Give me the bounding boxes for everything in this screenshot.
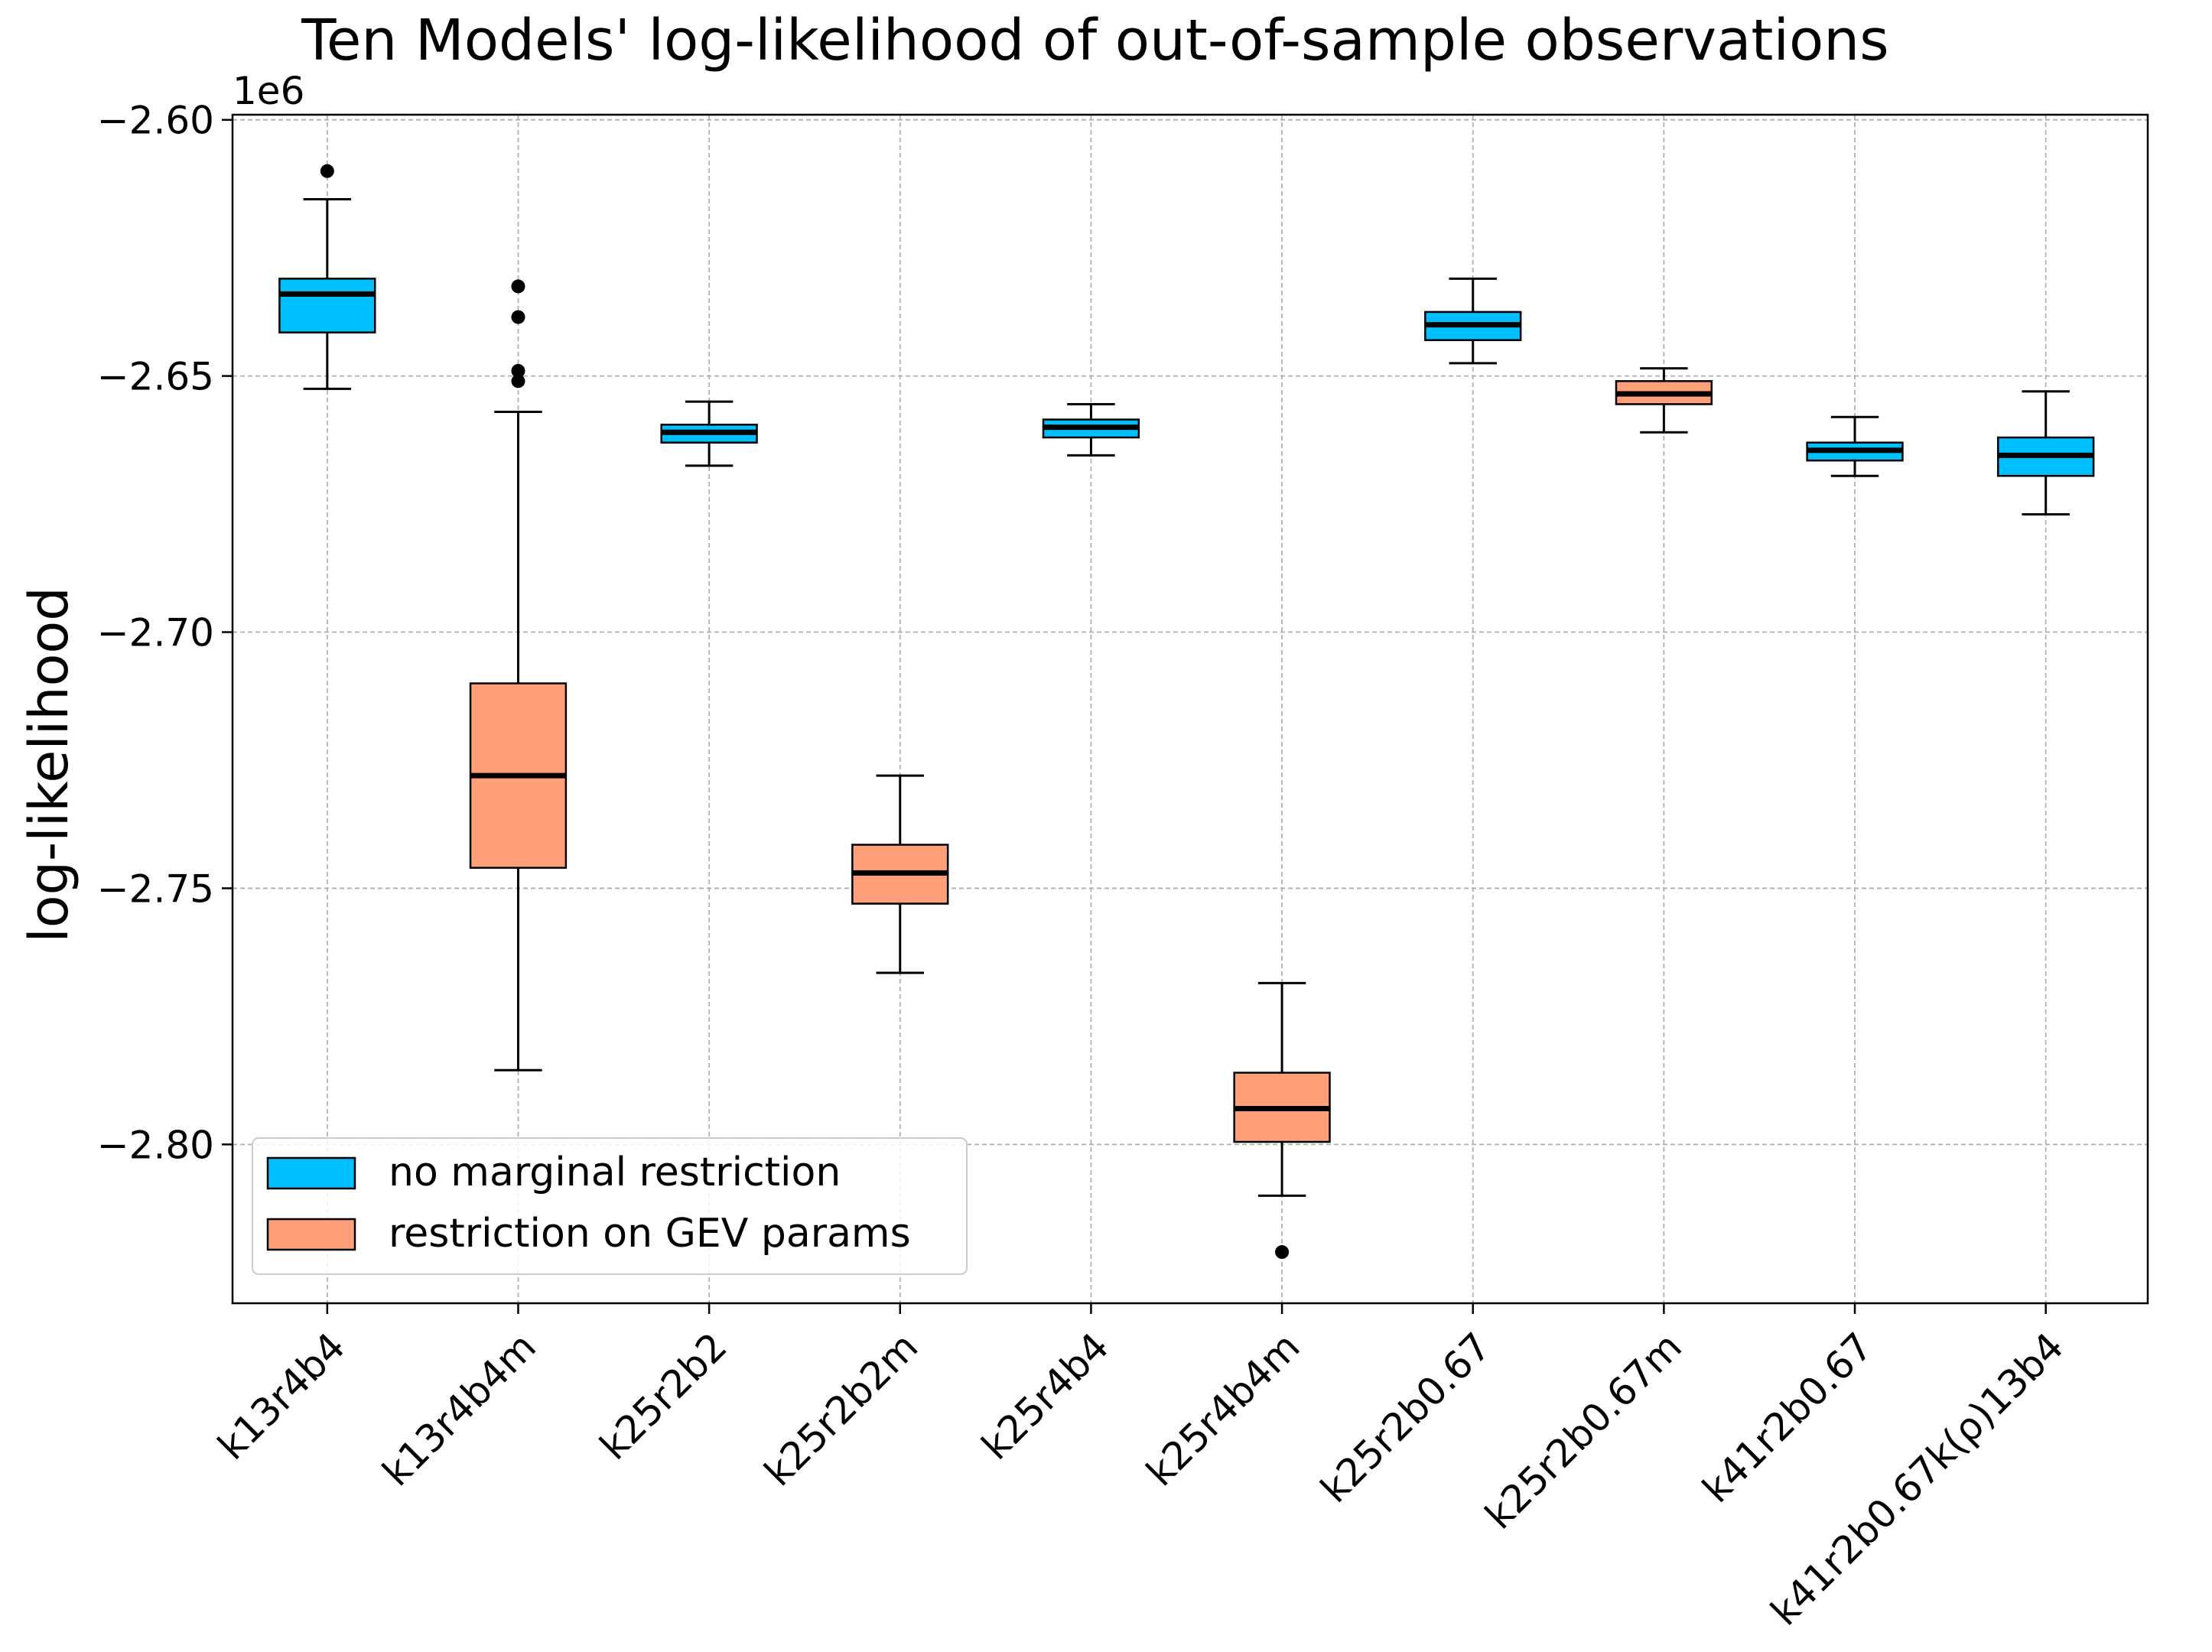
outlier-point: [511, 374, 525, 389]
y-tick-label: −2.70: [97, 611, 214, 655]
legend-label: restriction on GEV params: [389, 1211, 911, 1257]
outlier-point: [1275, 1245, 1290, 1260]
outlier-point: [320, 164, 334, 178]
legend-label: no marginal restriction: [389, 1150, 841, 1195]
legend-swatch: [266, 1218, 356, 1251]
boxes: [278, 164, 2095, 1260]
plot-frame: [231, 113, 2149, 1305]
x-tick-label: k41r2b0.67: [1694, 1324, 1882, 1511]
y-tick-label: −2.60: [97, 99, 214, 143]
y-tick-label: −2.65: [97, 355, 214, 399]
x-tick-label: k25r2b0.67m: [1477, 1324, 1690, 1537]
y-axis-ticks: −2.60 −2.65 −2.70 −2.75 −2.80: [97, 99, 233, 1167]
chart-title: Ten Models' log-likelihood of out-of-sam…: [301, 8, 1888, 73]
x-axis-ticks: k13r4b4 k13r4b4m k25r2b2 k25r2b2m k25r4b4 k25…: [210, 1303, 2072, 1634]
x-tick-label: k13r4b4m: [374, 1324, 545, 1494]
outlier-point: [511, 279, 525, 294]
legend: no marginal restriction restriction on GE…: [252, 1137, 968, 1275]
x-tick-label: k25r2b2m: [756, 1324, 926, 1494]
gridlines: [233, 115, 2148, 1303]
x-tick-label: k25r2b0.67: [1313, 1324, 1500, 1511]
legend-frame: [252, 1137, 968, 1275]
outlier-point: [511, 363, 525, 378]
x-tick-label: k25r2b2: [591, 1324, 735, 1468]
outlier-point: [511, 310, 525, 324]
iqr-box: [278, 278, 376, 333]
y-axis-offset-label: 1e6: [233, 69, 304, 113]
x-tick-label: k25r4b4m: [1138, 1324, 1309, 1494]
y-tick-label: −2.80: [97, 1123, 214, 1167]
y-axis-label: log-likelihood: [18, 587, 80, 942]
x-tick-label: k25r4b4: [973, 1324, 1117, 1468]
x-tick-label: k13r4b4: [210, 1324, 353, 1468]
legend-swatch: [266, 1156, 356, 1190]
y-tick-label: −2.75: [97, 867, 214, 911]
